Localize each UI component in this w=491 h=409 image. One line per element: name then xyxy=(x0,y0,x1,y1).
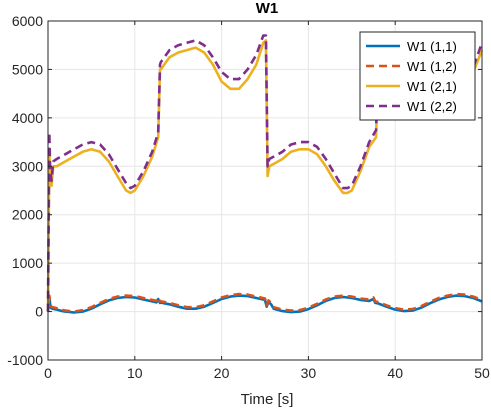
series-line-4 xyxy=(46,34,484,312)
ticks xyxy=(47,20,483,361)
x-tick-label: 30 xyxy=(301,365,317,381)
legend-entry[interactable]: W1 (1,2) xyxy=(407,59,457,74)
series-line-2 xyxy=(46,292,483,313)
y-tick-label: 0 xyxy=(35,304,43,320)
x-tick-label: 40 xyxy=(387,365,403,381)
x-tick-label: 50 xyxy=(474,365,490,381)
legend-entry[interactable]: W1 (2,1) xyxy=(407,79,457,94)
y-tick-label: -1000 xyxy=(7,352,43,368)
y-tick-label: 3000 xyxy=(12,158,43,174)
x-axis-label: Time [s] xyxy=(241,391,294,408)
axes-box xyxy=(47,20,483,361)
legend-entry[interactable]: W1 (1,1) xyxy=(407,39,457,54)
y-tick-label: 5000 xyxy=(12,61,43,77)
y-tick-label: 2000 xyxy=(12,207,43,223)
legend[interactable]: W1 (1,1) W1 (1,2) W1 (2,1) W1 (2,2) xyxy=(359,31,476,121)
y-tick-label: 6000 xyxy=(12,13,43,29)
x-tick-label: 20 xyxy=(214,365,230,381)
legend-entry[interactable]: W1 (2,2) xyxy=(407,99,457,114)
y-tick-label: 4000 xyxy=(12,110,43,126)
tick-labels: 0 10 20 30 40 50-1000010002000300040005000600… xyxy=(7,13,490,381)
y-tick-label: 1000 xyxy=(12,255,43,271)
x-tick-label: 10 xyxy=(127,365,143,381)
chart-title: W1 xyxy=(256,0,279,17)
x-tick-label: 0 xyxy=(44,365,52,381)
